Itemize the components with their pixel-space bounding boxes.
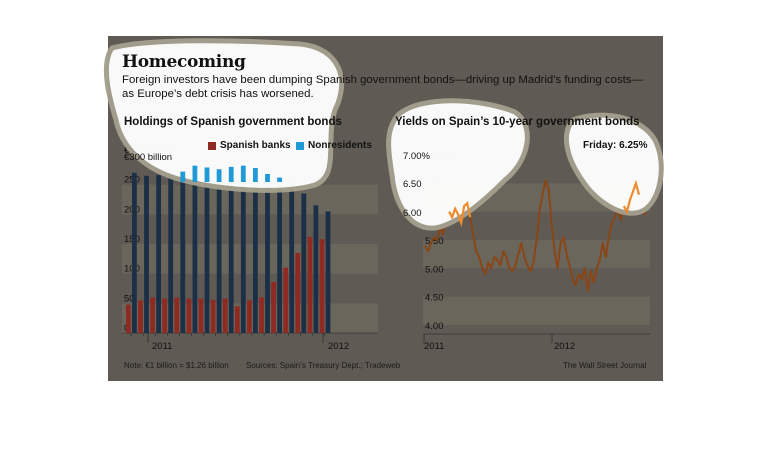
yield-line-highlight-friday — [622, 179, 641, 215]
yields-y-tick-label: 4.00 — [425, 321, 444, 332]
spanish-banks-bar — [210, 299, 216, 333]
yields-chart-title: Yields on Spain’s 10-year government bon… — [395, 116, 640, 128]
nonresidents-bar-highlight — [240, 165, 246, 182]
graphic-title: Homecoming — [122, 52, 246, 72]
nonresidents-bar-highlight — [277, 177, 282, 182]
title-callout — [103, 38, 345, 193]
holdings-x-label-2011: 2011 — [152, 341, 172, 352]
nonresidents-bar — [132, 172, 137, 333]
nonresidents-bar — [277, 177, 282, 333]
spanish-banks-bar — [186, 298, 192, 333]
holdings-y-tick-label: 50 — [124, 293, 135, 304]
nonresidents-bar — [156, 175, 161, 333]
nonresidents-bar — [168, 169, 174, 333]
holdings-y-tick-label: 100 — [124, 264, 140, 275]
nonresidents-bar — [265, 173, 270, 333]
nonresidents-bar — [240, 165, 246, 333]
legend-spanish-banks-label: Spanish banks — [220, 140, 291, 151]
yields-x-label-2011: 2011 — [424, 341, 444, 352]
yields-x-label-2012: 2012 — [554, 341, 575, 352]
holdings-band — [122, 244, 378, 274]
nonresidents-bar-highlight — [265, 173, 270, 182]
nonresidents-bar-highlight — [180, 171, 186, 182]
nonresidents-bar — [301, 193, 307, 333]
spanish-banks-bar — [319, 239, 325, 333]
spanish-banks-bar — [174, 297, 180, 333]
yields-y-tick-label-top: 7.00% — [403, 151, 430, 162]
nonresidents-bar — [204, 167, 210, 333]
nonresidents-bar — [253, 168, 258, 333]
yields-y-tick-label: 4.50 — [425, 293, 444, 304]
nonresidents-bar — [192, 165, 198, 333]
spanish-banks-bar — [150, 297, 155, 333]
nonresidents-bar — [180, 171, 186, 333]
holdings-x-label-2012: 2012 — [328, 341, 349, 352]
spanish-banks-bar — [222, 298, 228, 333]
graphic-subtitle: Foreign investors have been dumping Span… — [122, 74, 643, 100]
holdings-y-tick-label: 200 — [124, 204, 140, 215]
nonresidents-bar — [228, 166, 234, 333]
spanish-banks-bar — [259, 297, 264, 333]
spanish-banks-bar — [138, 300, 143, 333]
yields-y-tick-label: 5.50 — [425, 236, 444, 247]
spanish-banks-bar — [283, 267, 289, 333]
nonresidents-bar — [313, 205, 319, 333]
spanish-banks-bar — [307, 236, 313, 333]
legend-spanish-banks: Spanish banks — [208, 140, 291, 151]
sources-note: Sources: Spain’s Treasury Dept.; Tradewe… — [246, 361, 401, 370]
spanish-banks-bar — [234, 306, 240, 333]
holdings-y-tick-label: 250 — [124, 175, 140, 186]
spanish-banks-bar — [247, 300, 252, 333]
yields-y-tick-label: 5.00 — [425, 264, 444, 275]
early-yield-callout — [386, 98, 530, 231]
legend-nonresidents: Nonresidents — [296, 140, 372, 151]
holdings-y-tick-label: 150 — [124, 234, 140, 245]
nonresidents-bar — [289, 180, 295, 333]
spanish-banks-bar — [295, 252, 301, 333]
publisher-credit: The Wall Street Journal — [563, 361, 647, 370]
friday-yield-annotation: Friday: 6.25% — [583, 140, 648, 151]
nonresidents-bar-highlight — [228, 166, 234, 182]
spanish-banks-bar — [162, 298, 168, 333]
nonresidents-bar — [144, 175, 149, 333]
nonresidents-bar — [216, 169, 222, 333]
nonresidents-swatch — [296, 141, 304, 150]
yields-band — [423, 296, 650, 325]
nonresidents-bar-highlight — [253, 168, 258, 182]
holdings-chart-title: Holdings of Spanish government bonds — [124, 116, 342, 128]
nonresidents-bar-highlight — [204, 167, 210, 182]
nonresidents-bar-highlight — [216, 169, 222, 182]
nonresidents-bar — [325, 211, 331, 333]
yields-y-tick-label-650: 6.50 — [403, 179, 422, 190]
spanish-banks-swatch — [208, 141, 216, 150]
yield-line-highlight-early — [448, 201, 472, 228]
legend-nonresidents-label: Nonresidents — [308, 140, 372, 151]
spanish-banks-bar — [271, 281, 276, 333]
spanish-banks-bar — [198, 298, 204, 333]
nonresidents-bar-highlight — [192, 165, 198, 182]
holdings-y-unit-label: €300 billion — [124, 152, 172, 163]
yields-y-tick-label-600: 6.00 — [403, 208, 422, 219]
footnote: Note: €1 billion = $1.26 billion — [124, 361, 229, 370]
spanish-banks-bar — [126, 304, 131, 333]
